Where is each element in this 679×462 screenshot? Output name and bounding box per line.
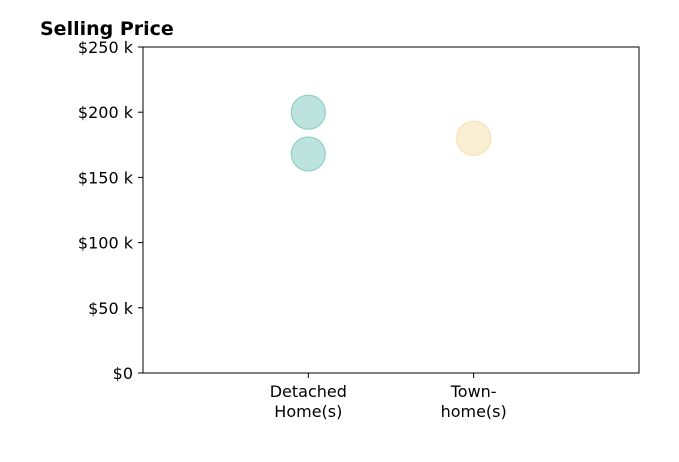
y-axis: $0 $50 k $100 k $150 k $200 k $250 k xyxy=(78,38,143,383)
x-tick-label: Home(s) xyxy=(274,402,342,421)
x-tick-label: Detached xyxy=(270,382,347,401)
y-tick-label: $0 xyxy=(113,364,133,383)
x-tick-label: Town- xyxy=(450,382,497,401)
y-tick-label: $100 k xyxy=(78,234,134,253)
chart-title: Selling Price xyxy=(40,18,174,40)
x-tick-label: home(s) xyxy=(441,402,507,421)
data-point xyxy=(290,94,326,130)
y-tick-label: $250 k xyxy=(78,38,134,57)
y-tick-label: $50 k xyxy=(88,299,134,318)
plot-area-frame xyxy=(142,46,640,374)
y-tick-label: $200 k xyxy=(78,103,134,122)
data-point xyxy=(290,136,326,172)
data-point xyxy=(456,120,492,156)
data-points xyxy=(290,94,492,172)
y-tick-label: $150 k xyxy=(78,168,134,187)
